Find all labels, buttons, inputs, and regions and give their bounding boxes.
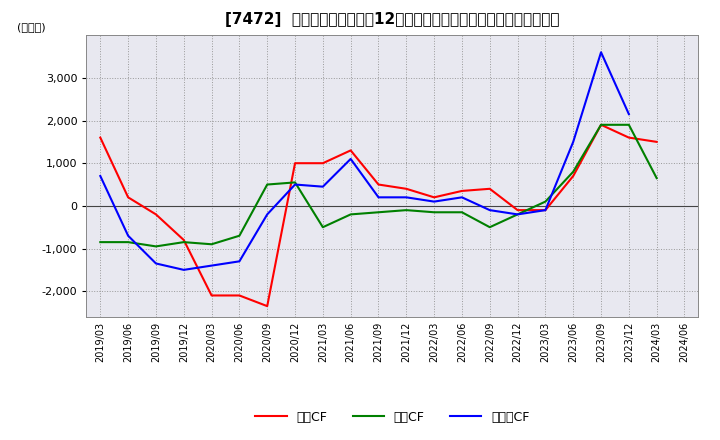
投賃CF [318, 224, 327, 230]
投賃CF [458, 209, 467, 215]
投賃CF [569, 169, 577, 174]
フリーCF [485, 208, 494, 213]
投賃CF [207, 242, 216, 247]
営業CF [124, 194, 132, 200]
投賃CF [152, 244, 161, 249]
投賃CF [541, 199, 550, 204]
フリーCF [152, 261, 161, 266]
投賃CF [597, 122, 606, 128]
投賃CF [96, 239, 104, 245]
営業CF [402, 186, 410, 191]
投賃CF [263, 182, 271, 187]
営業CF [430, 194, 438, 200]
営業CF [597, 122, 606, 128]
フリーCF [569, 139, 577, 144]
営業CF [318, 161, 327, 166]
投賃CF [346, 212, 355, 217]
フリーCF [124, 233, 132, 238]
フリーCF [597, 50, 606, 55]
投賃CF [124, 239, 132, 245]
投賃CF [235, 233, 243, 238]
フリーCF [96, 173, 104, 179]
営業CF [513, 208, 522, 213]
フリーCF [318, 184, 327, 189]
営業CF [541, 208, 550, 213]
営業CF [207, 293, 216, 298]
営業CF [291, 161, 300, 166]
投賃CF [485, 224, 494, 230]
投賃CF [624, 122, 633, 128]
フリーCF [179, 267, 188, 272]
営業CF [346, 148, 355, 153]
営業CF [458, 188, 467, 194]
投賃CF [513, 212, 522, 217]
投賃CF [291, 180, 300, 185]
フリーCF [458, 194, 467, 200]
投賃CF [179, 239, 188, 245]
営業CF [179, 237, 188, 242]
フリーCF [263, 212, 271, 217]
営業CF [652, 139, 661, 144]
Line: 営業CF: 営業CF [100, 125, 657, 306]
フリーCF [624, 111, 633, 117]
フリーCF [291, 182, 300, 187]
営業CF [624, 135, 633, 140]
営業CF [263, 304, 271, 309]
Legend: 営業CF, 投賃CF, フリーCF: 営業CF, 投賃CF, フリーCF [251, 406, 534, 429]
フリーCF [541, 208, 550, 213]
フリーCF [513, 212, 522, 217]
フリーCF [402, 194, 410, 200]
投賃CF [402, 208, 410, 213]
Line: フリーCF: フリーCF [100, 52, 629, 270]
営業CF [96, 135, 104, 140]
営業CF [235, 293, 243, 298]
フリーCF [207, 263, 216, 268]
投賃CF [652, 176, 661, 181]
営業CF [569, 173, 577, 179]
投賃CF [374, 209, 383, 215]
営業CF [152, 212, 161, 217]
営業CF [374, 182, 383, 187]
フリーCF [235, 259, 243, 264]
投賃CF [430, 209, 438, 215]
Title: [7472]  キャッシュフローの12か月移動合計の対前年同期増減額の推移: [7472] キャッシュフローの12か月移動合計の対前年同期増減額の推移 [225, 12, 559, 27]
フリーCF [346, 156, 355, 161]
フリーCF [430, 199, 438, 204]
営業CF [485, 186, 494, 191]
フリーCF [374, 194, 383, 200]
Line: 投賃CF: 投賃CF [100, 125, 657, 246]
Y-axis label: (百万円): (百万円) [17, 22, 45, 33]
